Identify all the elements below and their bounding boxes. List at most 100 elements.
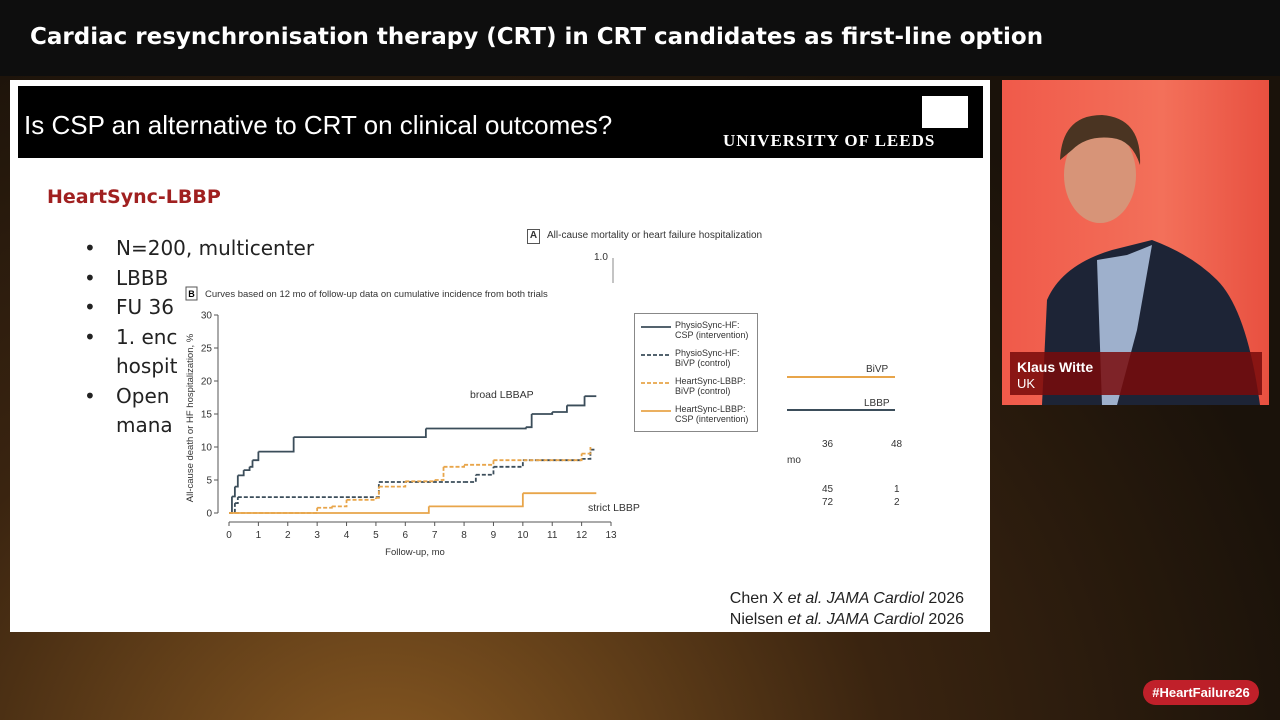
bullet-dot: • [84, 324, 96, 349]
legend-label: BiVP [866, 364, 889, 375]
series-line [522, 458, 583, 462]
x-tick-label: 9 [491, 530, 497, 541]
legend-label: PhysioSync-HF: BiVP (control) [675, 348, 740, 368]
face [1064, 127, 1136, 223]
axis-unit: mo [787, 455, 801, 466]
series-line [581, 447, 592, 455]
x-tick-label: 0 [226, 530, 232, 541]
series-line [234, 497, 239, 504]
series-line [229, 506, 430, 514]
series-line [464, 474, 477, 483]
citation: Nielsen et al. JAMA Cardiol 2026 [730, 611, 964, 629]
logo: UNIVERSITY OF LEEDS [723, 131, 936, 150]
panel-title: All-cause mortality or heart failure hos… [547, 230, 763, 241]
legend-swatch [641, 410, 671, 412]
risk-number: 1 [894, 484, 900, 495]
speaker-name: Klaus Witte [1017, 359, 1094, 375]
panel-label: B [188, 289, 195, 299]
x-tick-label: 6 [403, 530, 409, 541]
series-line [234, 475, 239, 488]
series-line [249, 460, 254, 468]
x-tick-label: 1 [256, 530, 262, 541]
bullet-text: LBBB [116, 265, 169, 290]
annotation: broad LBBAP [470, 389, 534, 401]
citation-year: 2026 [928, 611, 964, 628]
x-tick-label: 13 [605, 530, 617, 541]
series-line [237, 470, 245, 477]
series-line [317, 506, 333, 509]
citation-etal: et al. [787, 611, 823, 628]
bullet-text: hospit [116, 354, 178, 378]
x-tick-label: 12 [576, 530, 588, 541]
legend-swatch [641, 354, 671, 356]
citation-author: Chen X [729, 590, 784, 607]
x-axis-label: Follow-up, mo [385, 547, 445, 558]
panel-label: A [527, 229, 540, 244]
series-line [537, 453, 583, 462]
tick-label: 48 [891, 439, 903, 450]
citation: Chen X et al. JAMA Cardiol 2026 [730, 590, 964, 608]
series-line [293, 428, 427, 438]
bullet-dot: • [84, 265, 96, 290]
x-tick-label: 8 [461, 530, 467, 541]
x-tick-label: 11 [547, 530, 558, 541]
stream-title: Cardiac resynchronisation therapy (CRT) … [30, 24, 1044, 50]
hashtag: #HeartFailure26 [1143, 680, 1259, 705]
bullet-text: FU 36 [116, 295, 174, 319]
y-tick-label: 25 [201, 344, 213, 355]
y-tick-label: 15 [201, 410, 213, 421]
axis-label: 1.0 [594, 252, 608, 263]
x-tick-label: 10 [517, 530, 529, 541]
y-tick-label: 5 [206, 476, 212, 487]
tick-label: 36 [822, 439, 834, 450]
series-line [229, 507, 319, 514]
y-tick-label: 20 [201, 377, 213, 388]
bullet-text: Open [116, 383, 170, 408]
series-line [428, 493, 524, 508]
y-axis-label: All-cause death or HF hospitalization, % [185, 333, 196, 502]
slide-heading: HeartSync-LBBP [47, 186, 221, 208]
series-line [464, 460, 495, 466]
y-tick-label: 10 [201, 443, 213, 454]
chart-title: Curves based on 12 mo of follow-up data … [205, 289, 548, 300]
y-tick-label: 30 [201, 311, 213, 322]
bullet-dot: • [84, 383, 96, 408]
legend-swatch [641, 326, 671, 328]
legend-label: HeartSync-LBBP: CSP (intervention) [675, 404, 749, 424]
series-line [375, 486, 380, 499]
risk-number: 2 [894, 497, 900, 508]
x-tick-label: 4 [344, 530, 350, 541]
series-line [258, 437, 295, 453]
series-line [566, 396, 586, 407]
citation-journal: JAMA Cardiol [826, 590, 924, 607]
x-tick-label: 3 [314, 530, 320, 541]
annotation: strict LBBP [588, 502, 640, 514]
citation-journal: JAMA Cardiol [826, 611, 924, 628]
series-line [378, 481, 407, 488]
bullet-text: mana [116, 413, 173, 437]
legend-label: HeartSync-LBBP: BiVP (control) [675, 376, 746, 396]
hair [1060, 115, 1141, 165]
series-line [231, 486, 236, 498]
slide-title-bar [18, 86, 983, 158]
legend: PhysioSync-HF: CSP (intervention) PhysioS… [634, 313, 758, 432]
citation-author: Nielsen [729, 611, 784, 628]
bullet-dot: • [84, 295, 96, 319]
series-line [346, 497, 377, 501]
logo-icon [922, 96, 968, 128]
series-line [252, 451, 260, 462]
x-tick-label: 5 [373, 530, 379, 541]
top-bar [0, 0, 1280, 76]
x-tick-label: 7 [432, 530, 438, 541]
risk-number: 45 [822, 484, 834, 495]
series-line [243, 466, 251, 471]
legend-swatch [641, 382, 671, 384]
series-line [434, 466, 445, 481]
name-tag [1010, 352, 1262, 395]
panel-box [185, 286, 198, 301]
citation-year: 2026 [928, 590, 964, 607]
bullet-text: N=200, multicenter [116, 236, 315, 260]
x-tick-label: 2 [285, 530, 291, 541]
series-line [493, 460, 524, 468]
